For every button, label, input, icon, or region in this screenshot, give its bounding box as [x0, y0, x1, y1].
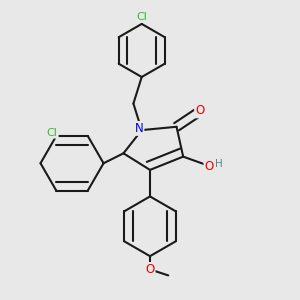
Text: Cl: Cl — [47, 128, 58, 138]
Text: O: O — [195, 104, 204, 117]
Text: O: O — [146, 263, 154, 276]
Text: Cl: Cl — [136, 12, 147, 22]
Text: N: N — [135, 122, 143, 135]
Text: O: O — [204, 160, 214, 173]
Text: H: H — [215, 159, 223, 169]
